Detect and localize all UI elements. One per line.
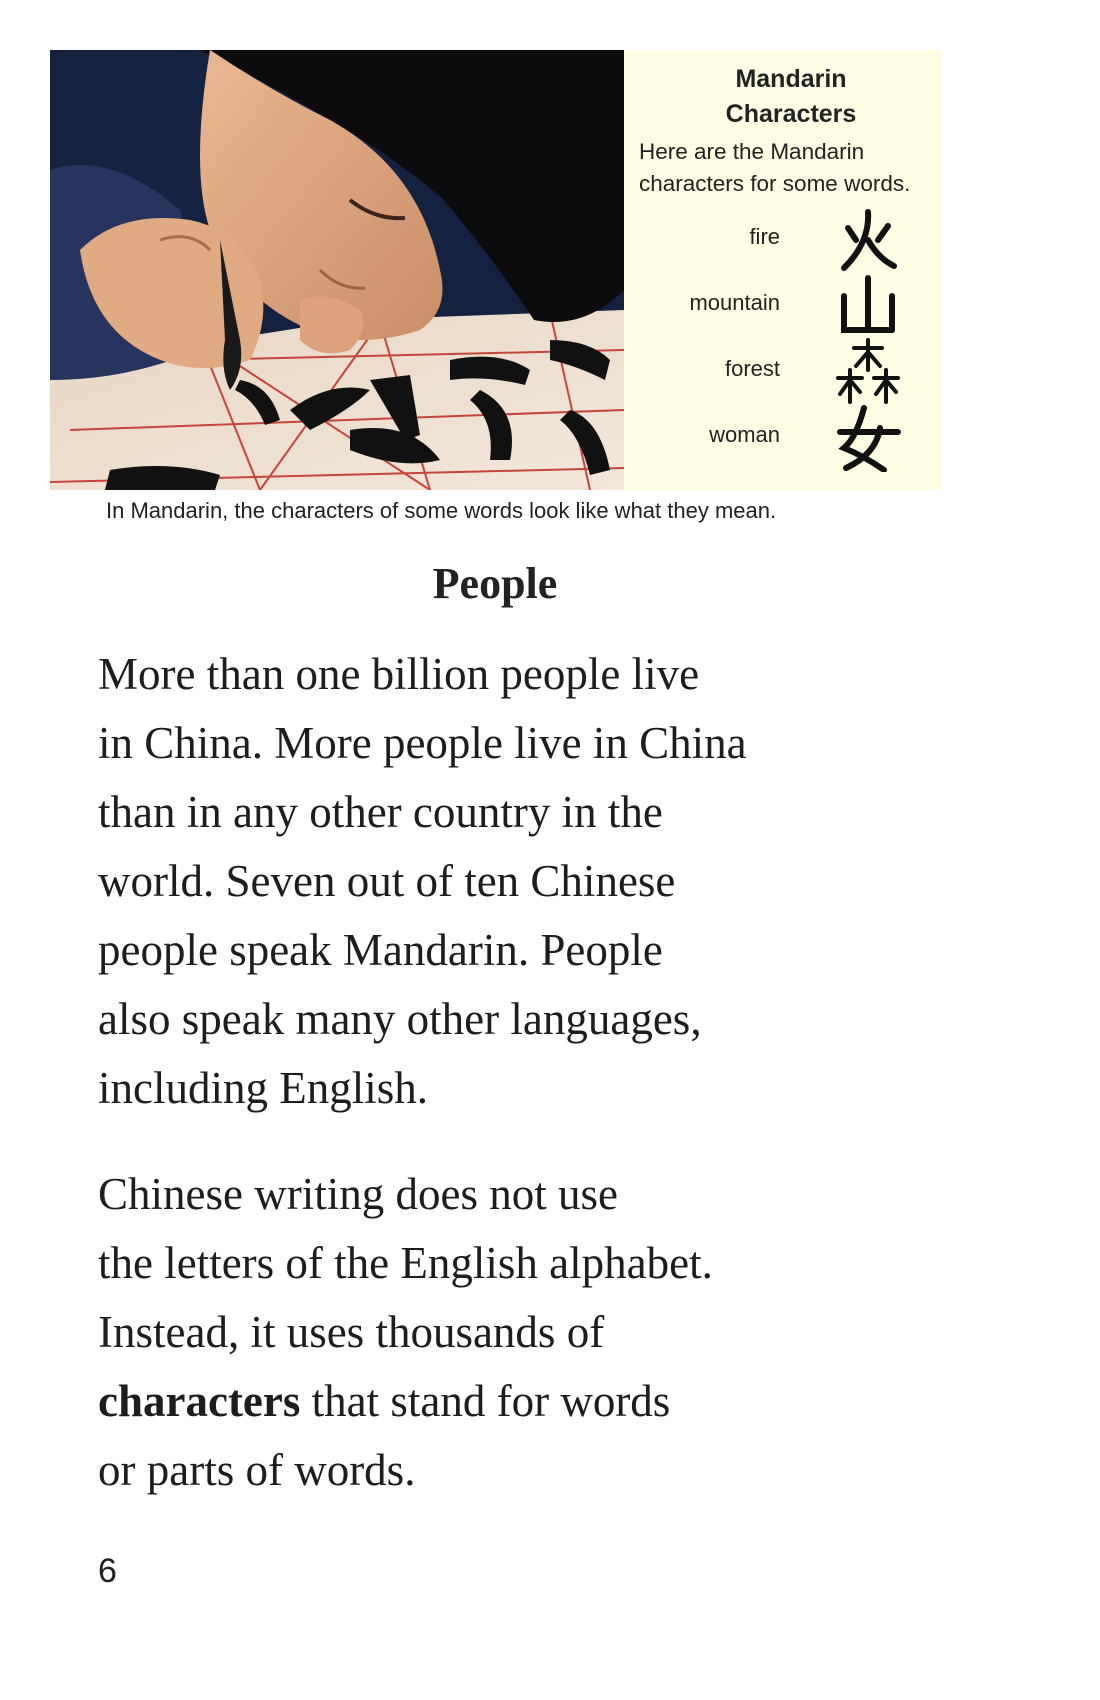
character-row-woman: woman xyxy=(624,404,942,472)
paragraph-line: the letters of the English alphabet. xyxy=(98,1238,713,1288)
character-row-fire: fire xyxy=(624,206,942,274)
paragraph-line: people speak Mandarin. People xyxy=(98,925,663,975)
paragraph-writing: Chinese writing does not use the letters… xyxy=(98,1160,958,1505)
sidebar-title-line2: Characters xyxy=(725,100,857,128)
paragraph-line: Chinese writing does not use xyxy=(98,1169,618,1219)
sidebar-intro-line2: characters for some words. xyxy=(639,171,911,196)
paragraph-line-rest: that stand for words xyxy=(300,1376,671,1426)
character-word: forest xyxy=(724,356,780,381)
forest-character-icon xyxy=(836,338,900,404)
calligraphy-photo xyxy=(50,50,624,490)
section-heading: People xyxy=(432,559,558,608)
mandarin-characters-sidebar: Mandarin Characters Here are the Mandari… xyxy=(624,50,942,490)
paragraph-line-with-bold: characters that stand for words xyxy=(98,1367,958,1436)
paragraph-people: More than one billion people live in Chi… xyxy=(98,640,958,1123)
character-word: fire xyxy=(749,224,780,249)
paragraph-line: or parts of words. xyxy=(98,1445,416,1495)
character-row-forest: forest xyxy=(624,338,942,406)
paragraph-line: than in any other country in the xyxy=(98,787,663,837)
page-number: 6 xyxy=(98,1552,117,1590)
character-word: mountain xyxy=(689,290,780,315)
fire-character-icon xyxy=(841,209,897,271)
paragraph-line: in China. More people live in China xyxy=(98,718,747,768)
paragraph-line: including English. xyxy=(98,1063,428,1113)
paragraph-line: Instead, it uses thousands of xyxy=(98,1307,605,1357)
mountain-character-icon xyxy=(841,275,895,333)
woman-character-icon xyxy=(837,405,901,472)
bold-term-characters: characters xyxy=(98,1376,301,1426)
paragraph-line: More than one billion people live xyxy=(98,649,700,699)
calligraphy-photo-art xyxy=(50,50,624,490)
sidebar-intro-line1: Here are the Mandarin xyxy=(639,139,865,164)
paragraph-line: world. Seven out of ten Chinese xyxy=(98,856,676,906)
paragraph-line: also speak many other languages, xyxy=(98,994,702,1044)
character-row-mountain: mountain xyxy=(624,272,942,340)
sidebar-title: Mandarin Characters xyxy=(624,62,942,132)
sidebar-title-line1: Mandarin xyxy=(735,65,847,93)
photo-caption: In Mandarin, the characters of some word… xyxy=(106,498,777,523)
character-word: woman xyxy=(709,422,780,447)
sidebar-intro: Here are the Mandarin characters for som… xyxy=(639,136,939,200)
